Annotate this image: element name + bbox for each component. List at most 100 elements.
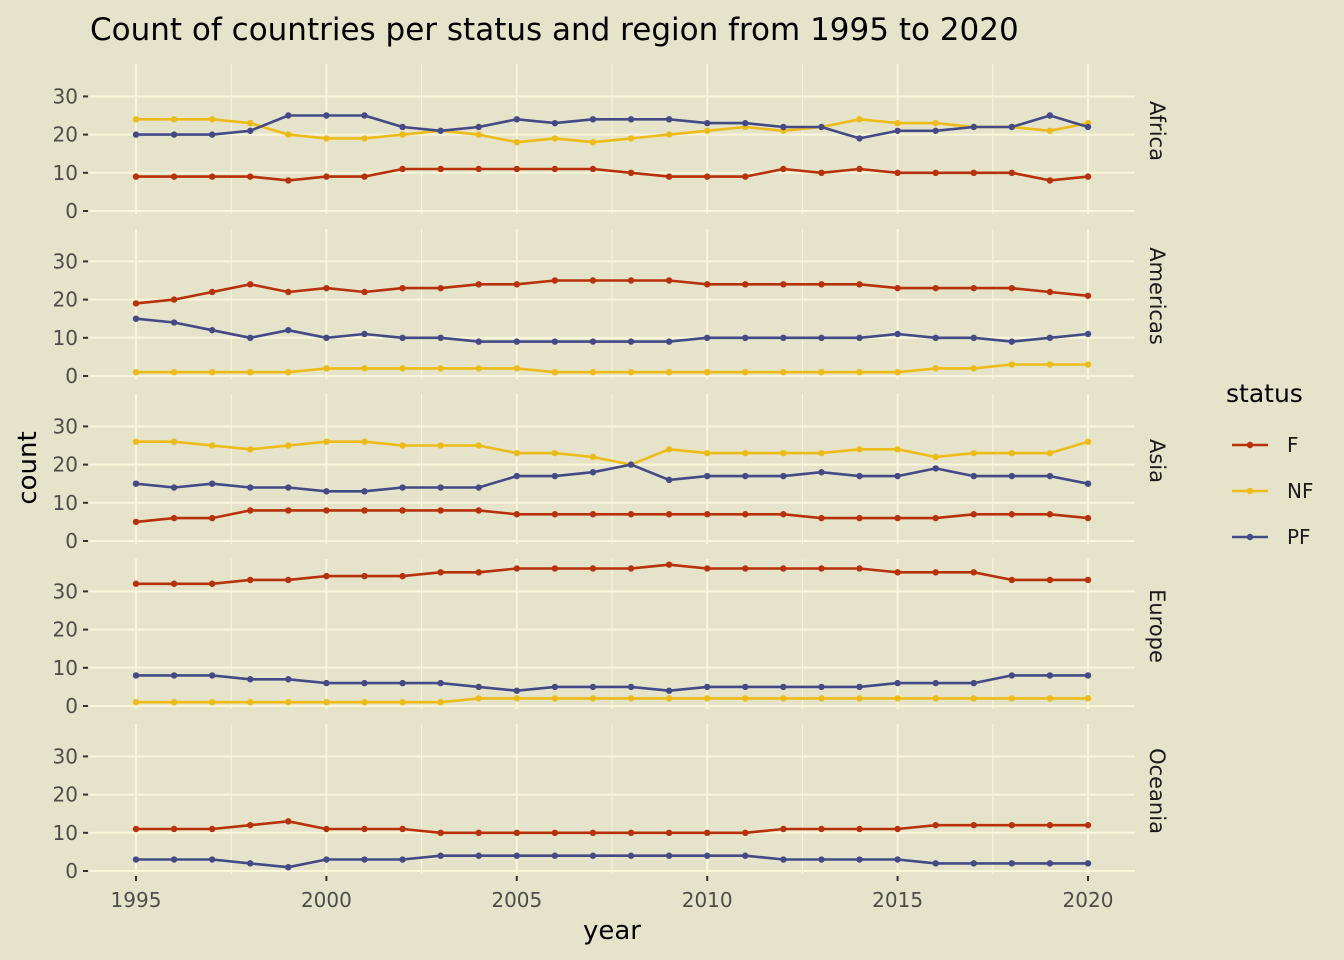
data-point-f bbox=[856, 825, 863, 833]
data-point-f bbox=[551, 829, 559, 836]
y-tick-label: 0 bbox=[65, 529, 78, 553]
data-point-nf bbox=[361, 365, 368, 372]
data-point-f bbox=[170, 514, 178, 522]
data-point-nf bbox=[894, 695, 901, 702]
data-point-pf bbox=[1008, 860, 1016, 867]
series-line-f bbox=[135, 509, 1089, 524]
data-point-pf bbox=[323, 488, 330, 495]
y-tick-label: 0 bbox=[65, 364, 78, 388]
data-point-pf bbox=[1084, 860, 1092, 867]
series-line-pf bbox=[135, 463, 1089, 493]
data-point-f bbox=[1046, 177, 1054, 184]
data-point-f bbox=[742, 511, 749, 518]
data-point-f bbox=[627, 169, 635, 176]
data-point-nf bbox=[627, 135, 635, 142]
data-point-nf bbox=[551, 695, 559, 702]
data-point-nf bbox=[818, 695, 825, 702]
data-point-f bbox=[856, 165, 863, 173]
data-point-f bbox=[437, 284, 444, 292]
data-point-nf bbox=[970, 365, 977, 372]
data-point-f bbox=[285, 818, 292, 825]
data-point-pf bbox=[780, 856, 787, 863]
data-point-pf bbox=[361, 856, 368, 863]
data-point-nf bbox=[132, 698, 140, 706]
data-point-f bbox=[361, 288, 368, 296]
data-point-f bbox=[589, 565, 597, 572]
data-point-pf bbox=[361, 488, 368, 495]
data-point-f bbox=[742, 173, 749, 180]
data-point-f bbox=[704, 565, 711, 572]
data-point-f bbox=[513, 829, 520, 836]
data-point-nf bbox=[323, 698, 330, 706]
data-point-f bbox=[627, 565, 635, 572]
series-line-nf bbox=[136, 363, 1088, 374]
data-point-nf bbox=[1084, 361, 1092, 368]
y-tick-label: 20 bbox=[53, 618, 78, 642]
data-point-pf bbox=[551, 852, 559, 859]
data-point-nf bbox=[894, 446, 901, 453]
panel-europe: 0 10 20 30 Europe bbox=[53, 559, 1169, 718]
data-point-f bbox=[704, 173, 711, 180]
x-tick-label: 2010 bbox=[682, 888, 733, 912]
x-tick-label: 2020 bbox=[1063, 888, 1114, 912]
data-point-f bbox=[361, 572, 368, 580]
data-point-pf bbox=[513, 338, 520, 345]
data-point-pf bbox=[894, 856, 901, 863]
data-point-nf bbox=[856, 368, 863, 376]
data-point-pf bbox=[475, 484, 482, 491]
data-point-pf bbox=[513, 687, 520, 694]
data-point-pf bbox=[742, 852, 749, 859]
data-point-nf bbox=[970, 695, 977, 702]
data-point-f bbox=[513, 565, 520, 572]
data-point-f bbox=[551, 277, 559, 284]
data-point-pf bbox=[818, 856, 825, 863]
y-tick-label: 30 bbox=[53, 249, 78, 273]
data-point-f bbox=[1084, 173, 1092, 180]
y-tick-label: 20 bbox=[53, 453, 78, 477]
data-point-nf bbox=[665, 368, 673, 376]
data-point-f bbox=[285, 507, 292, 514]
data-point-nf bbox=[437, 365, 444, 372]
data-point-nf bbox=[1008, 361, 1016, 368]
data-point-f bbox=[1008, 169, 1016, 176]
data-point-pf bbox=[1008, 672, 1016, 679]
data-point-pf bbox=[932, 465, 939, 472]
data-point-f bbox=[170, 825, 178, 833]
data-point-nf bbox=[247, 446, 254, 453]
data-point-f bbox=[513, 281, 520, 288]
data-point-f bbox=[399, 165, 406, 173]
data-point-nf bbox=[589, 368, 597, 376]
data-point-f bbox=[551, 565, 559, 572]
data-point-nf bbox=[818, 449, 825, 457]
x-axis-label: year bbox=[583, 916, 641, 946]
data-point-pf bbox=[627, 116, 635, 123]
data-point-pf bbox=[780, 123, 787, 131]
data-point-nf bbox=[742, 449, 749, 457]
data-point-nf bbox=[132, 116, 140, 123]
series-line-pf bbox=[136, 114, 1089, 140]
series-line-f bbox=[136, 563, 1088, 586]
data-point-pf bbox=[399, 856, 406, 863]
data-point-f bbox=[399, 825, 406, 833]
data-point-f bbox=[437, 569, 444, 576]
data-point-pf bbox=[818, 683, 825, 691]
data-point-f bbox=[285, 177, 292, 184]
y-tick-label: 0 bbox=[65, 199, 78, 223]
data-point-f bbox=[323, 825, 330, 833]
strip-label-americas: Americas bbox=[1145, 247, 1169, 345]
data-point-nf bbox=[551, 368, 559, 376]
data-point-nf bbox=[399, 442, 406, 449]
data-point-f bbox=[323, 507, 330, 514]
data-point-pf bbox=[399, 123, 406, 131]
data-point-pf bbox=[132, 672, 140, 679]
y-tick-label: 10 bbox=[53, 326, 78, 350]
data-point-f bbox=[932, 169, 939, 176]
data-point-nf bbox=[323, 365, 330, 372]
data-point-f bbox=[132, 518, 140, 526]
data-point-f bbox=[1084, 292, 1092, 299]
data-point-nf bbox=[780, 449, 787, 457]
data-point-pf bbox=[589, 469, 597, 476]
data-point-pf bbox=[551, 338, 559, 345]
legend-item-nf: NF bbox=[1232, 479, 1313, 503]
data-point-nf bbox=[780, 695, 787, 702]
